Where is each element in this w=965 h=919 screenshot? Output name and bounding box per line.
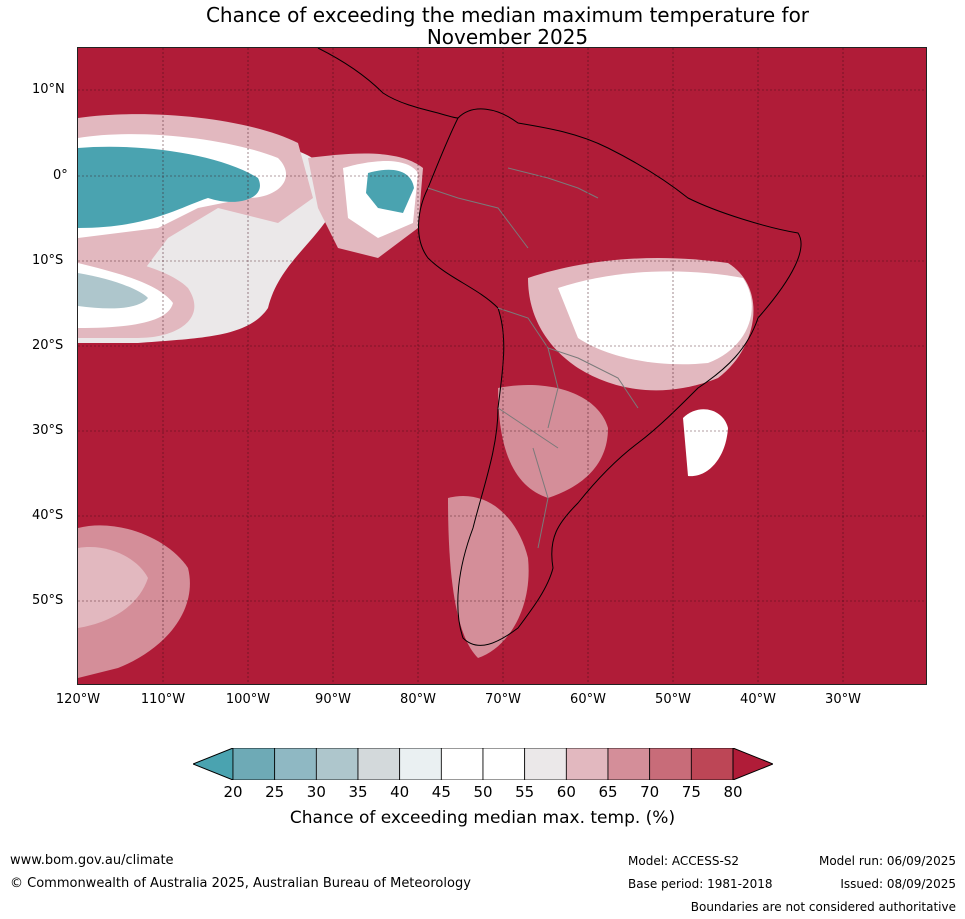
colorbar-tick-label: 25 — [265, 783, 285, 801]
colorbar-low-arrow — [193, 748, 234, 780]
country-borders — [427, 167, 639, 549]
lat-label-30s: 30°S — [32, 423, 64, 438]
atlantic-patch — [683, 409, 728, 477]
colorbar-cell — [315, 748, 359, 780]
colorbar-tick-label: 60 — [556, 783, 576, 801]
colorbar-tick-label: 80 — [723, 783, 743, 801]
laplata-patch — [498, 384, 608, 498]
title-line-2: November 2025 — [426, 25, 589, 49]
footer-issued: Issued: 08/09/2025 — [840, 877, 956, 891]
lat-label-10n: 10°N — [32, 82, 65, 97]
lon-label-90w: 90°W — [315, 692, 351, 707]
footer-disclaimer: Boundaries are not considered authoritat… — [690, 900, 956, 914]
footer-model-run: Model run: 06/09/2025 — [818, 854, 956, 868]
lon-label-110w: 110°W — [140, 692, 186, 707]
lat-label-20s: 20°S — [32, 338, 64, 353]
colorbar-label: Chance of exceeding median max. temp. (%… — [289, 808, 676, 828]
lon-label-40w: 40°W — [740, 692, 776, 707]
central-america-coastline — [317, 48, 459, 119]
colorbar-cell — [357, 748, 401, 780]
lon-label-60w: 60°W — [570, 692, 606, 707]
colorbar-tick-label: 30 — [306, 783, 326, 801]
map-panel — [77, 47, 927, 685]
colorbar-tick-label: 65 — [598, 783, 618, 801]
map-drawing — [78, 48, 926, 684]
lon-label-70w: 70°W — [485, 692, 521, 707]
lat-label-40s: 40°S — [32, 508, 64, 523]
colorbar-tick-label: 40 — [390, 783, 410, 801]
colorbar-cell — [607, 748, 651, 780]
southwest-patch-light — [78, 547, 148, 628]
patagonia-patch — [448, 496, 529, 658]
map-title: Chance of exceeding the median maximum t… — [0, 4, 965, 48]
lat-label-50s: 50°S — [32, 593, 64, 608]
footer-model: Model: ACCESS-S2 — [628, 854, 740, 868]
lon-label-50w: 50°W — [655, 692, 691, 707]
lon-label-120w: 120°W — [55, 692, 101, 707]
title-line-1: Chance of exceeding the median maximum t… — [205, 3, 810, 27]
colorbar-tick-label: 70 — [640, 783, 660, 801]
colorbar-tick-label: 55 — [515, 783, 535, 801]
colorbar — [193, 748, 773, 780]
brazil-patch-white — [558, 271, 752, 365]
lon-label-30w: 30°W — [825, 692, 861, 707]
colorbar-high-arrow — [732, 748, 773, 780]
lon-label-100w: 100°W — [225, 692, 271, 707]
colorbar-tick-label: 45 — [431, 783, 451, 801]
colorbar-tick-label: 20 — [223, 783, 243, 801]
colorbar-tick-label: 50 — [473, 783, 493, 801]
southeast-pacific-blue — [78, 273, 148, 309]
colorbar-cell — [482, 748, 526, 780]
lat-label-0: 0° — [53, 168, 68, 183]
colorbar-cell — [399, 748, 442, 780]
colorbar-cell — [649, 748, 692, 780]
colorbar-tick-label: 75 — [681, 783, 701, 801]
footer-website: www.bom.gov.au/climate — [10, 853, 174, 868]
galapagos-patch-blue — [366, 169, 414, 213]
colorbar-cell — [524, 748, 567, 780]
graticule — [78, 48, 926, 684]
footer-base-period: Base period: 1981-2018 — [628, 877, 773, 891]
colorbar-cell — [565, 748, 609, 780]
lat-label-10s: 10°S — [32, 253, 64, 268]
colorbar-cell — [232, 748, 276, 780]
footer-copyright: © Commonwealth of Australia 2025, Austra… — [10, 876, 471, 891]
colorbar-tick-label: 35 — [348, 783, 368, 801]
colorbar-cell — [440, 748, 484, 780]
colorbar-cell — [274, 748, 317, 780]
colorbar-cells — [232, 748, 734, 780]
colorbar-cell — [690, 748, 734, 780]
pacific-patch-blue — [78, 146, 260, 228]
lon-label-80w: 80°W — [400, 692, 436, 707]
